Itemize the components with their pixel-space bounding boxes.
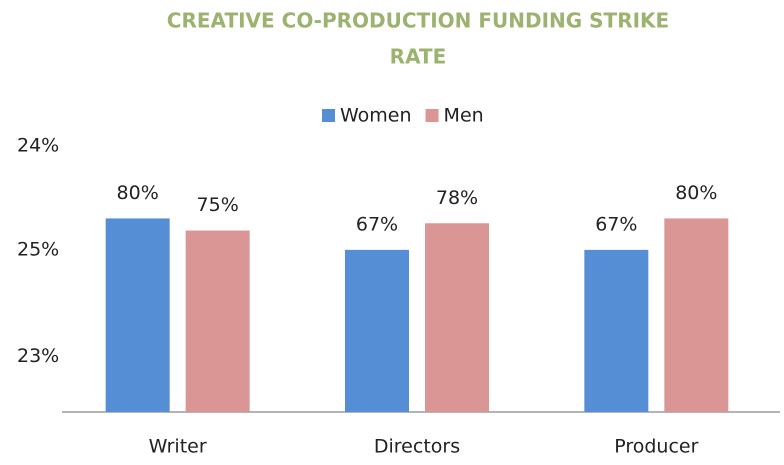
chart-title: RATE (390, 45, 447, 69)
y-tick-label: 23% (17, 345, 59, 367)
y-tick-label: 25% (17, 238, 59, 260)
value-label: 78% (436, 187, 478, 209)
x-tick-label: Directors (374, 436, 460, 458)
x-tick-label: Writer (149, 436, 207, 458)
x-tick-label: Producer (614, 436, 698, 458)
legend-swatch (322, 109, 335, 122)
bar (345, 249, 409, 412)
bar (185, 230, 250, 412)
value-label: 67% (595, 213, 637, 235)
bar (664, 218, 729, 412)
bar (105, 218, 170, 412)
bar (425, 223, 489, 412)
y-tick-label: 24% (17, 134, 59, 156)
value-label: 75% (197, 194, 239, 216)
legend-label: Men (444, 105, 484, 127)
value-label: 67% (356, 213, 398, 235)
value-label: 80% (675, 182, 717, 204)
legend-swatch (425, 109, 439, 122)
value-label: 80% (117, 182, 159, 204)
bar (584, 249, 649, 412)
legend-label: Women (340, 105, 412, 127)
chart-title: CREATIVE CO-PRODUCTION FUNDING STRIKE (167, 9, 669, 33)
